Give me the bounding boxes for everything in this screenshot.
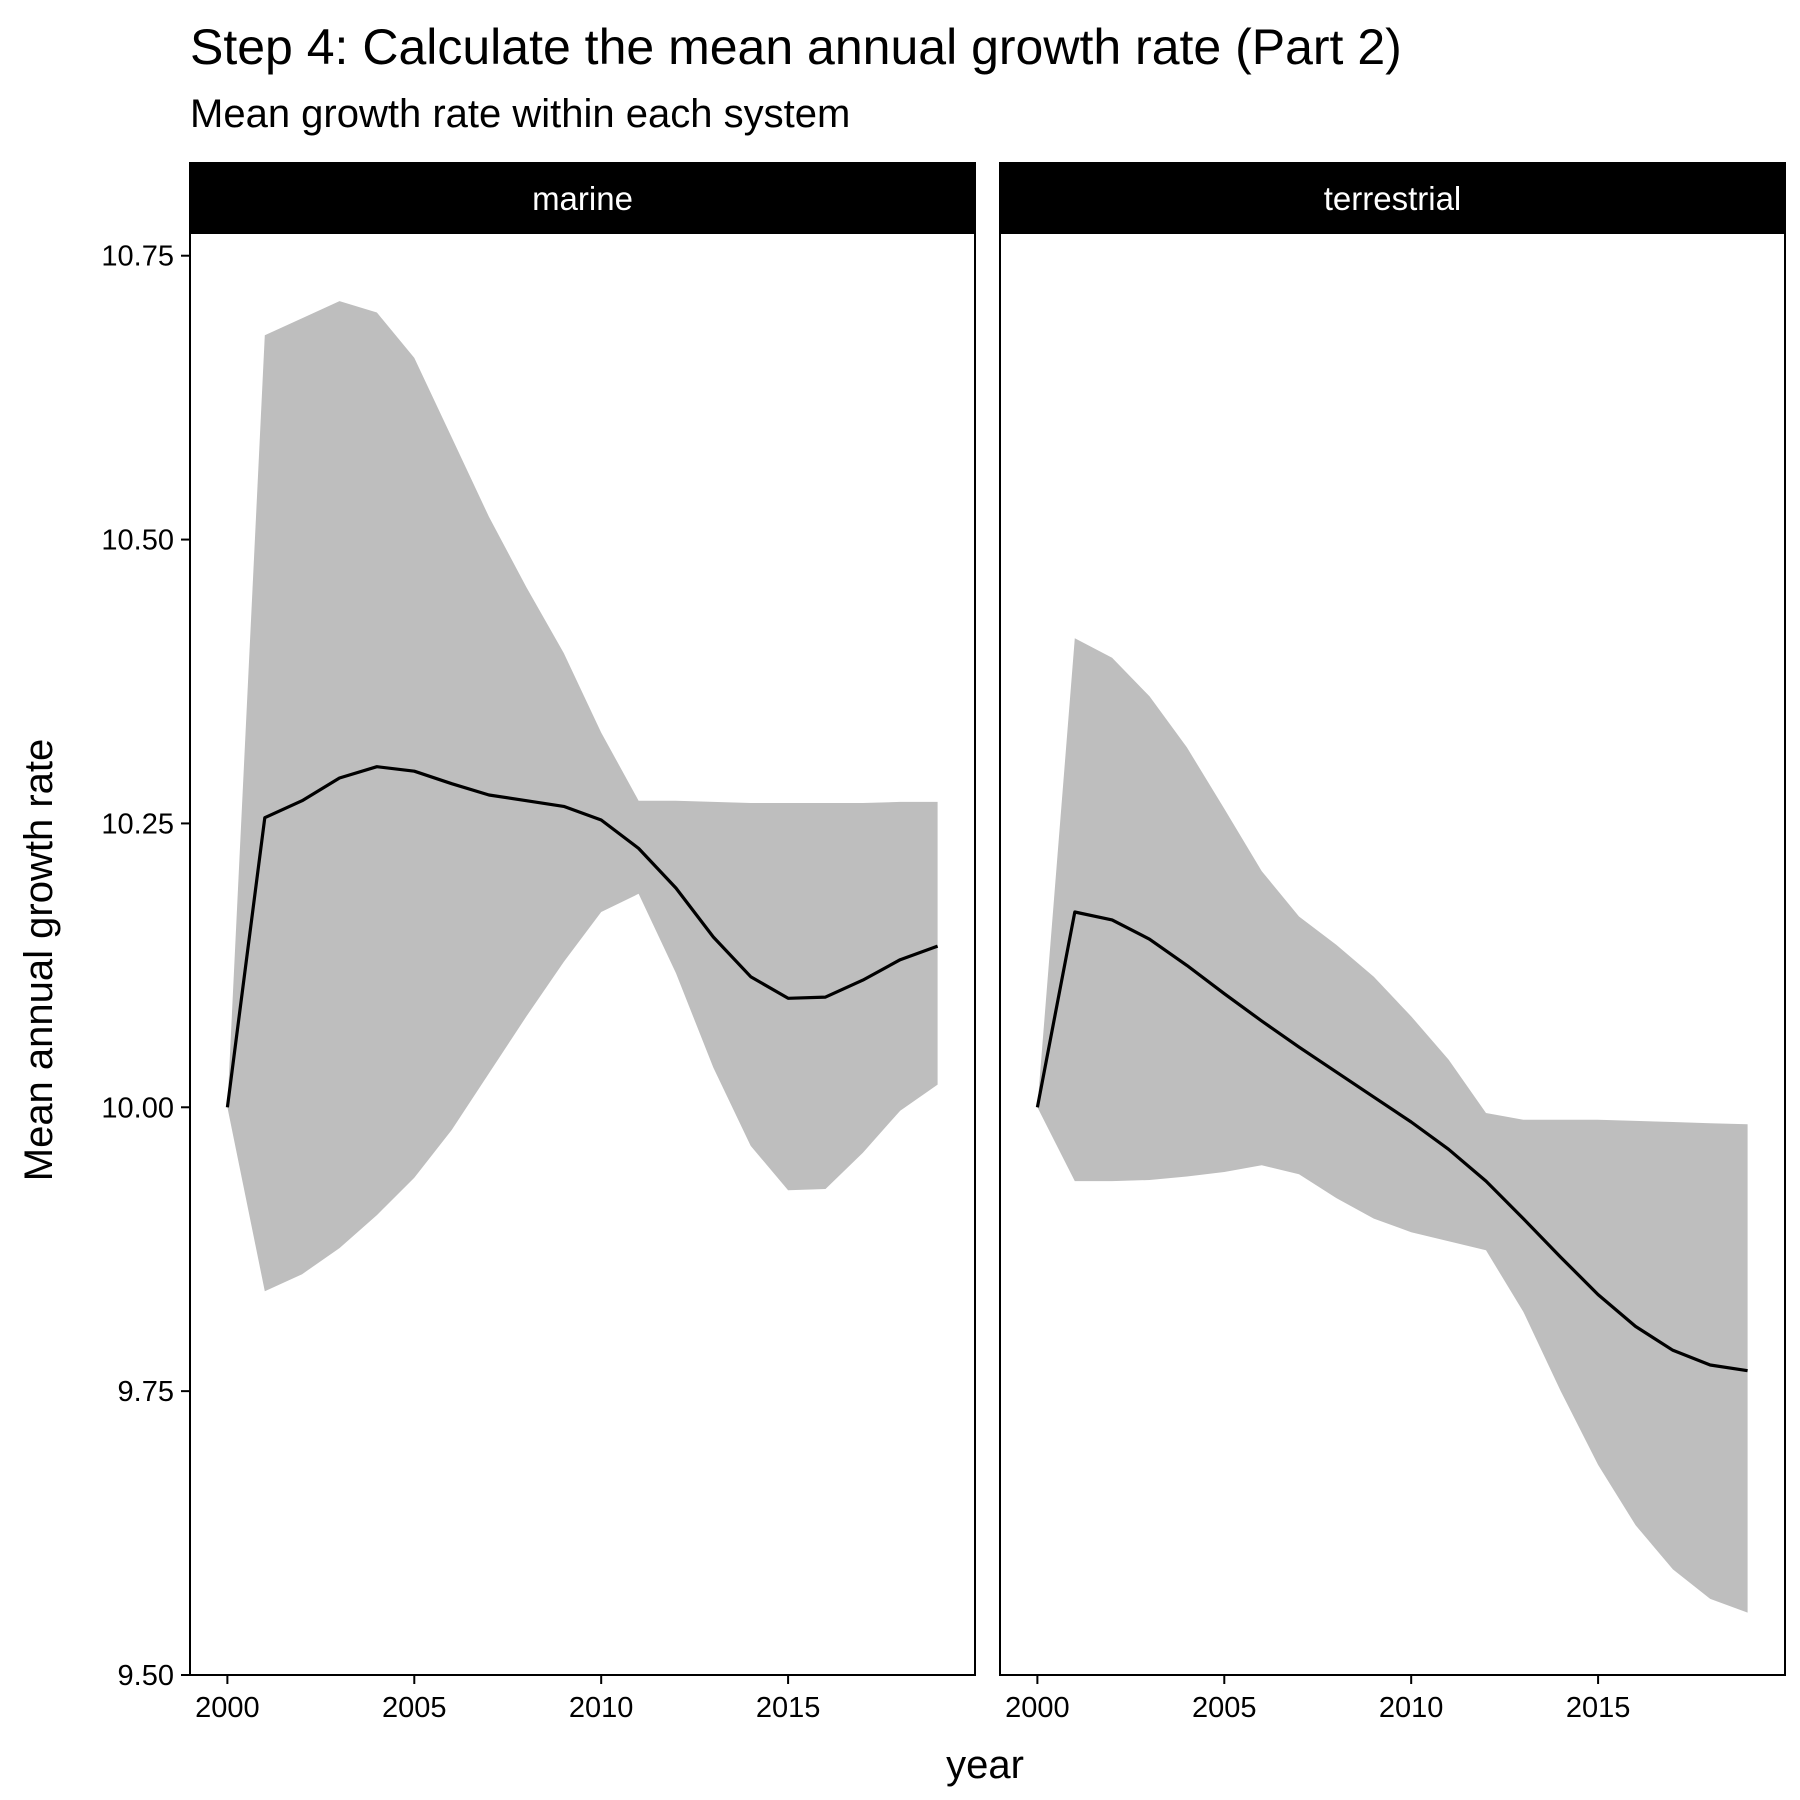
x-tick-label: 2000 [1005, 1692, 1070, 1724]
x-tick-label: 2010 [569, 1692, 634, 1724]
chart-subtitle: Mean growth rate within each system [190, 92, 851, 136]
strip-terrestrial [999, 162, 1786, 234]
y-axis-title: Mean annual growth rate [17, 739, 61, 1182]
panel-marine: marine 2000 2005 2010 2015 [189, 162, 976, 1724]
x-tick-label: 2010 [1379, 1692, 1444, 1724]
chart-title: Step 4: Calculate the mean annual growth… [190, 19, 1402, 75]
x-tick-label: 2000 [195, 1692, 260, 1724]
y-tick-label: 10.75 [101, 241, 174, 273]
panel-terrestrial: terrestrial 2000 2005 2010 2015 [999, 162, 1786, 1724]
y-tick-label: 10.00 [101, 1092, 174, 1124]
y-tick-label: 9.75 [118, 1376, 174, 1408]
line-marine [225, 765, 939, 1108]
x-tick-label: 2015 [756, 1692, 821, 1724]
y-axis: 9.50 9.75 10.00 10.25 10.50 10.75 [101, 241, 190, 1692]
y-tick-label: 10.25 [101, 808, 174, 840]
x-axis-title: year [946, 1743, 1024, 1787]
strip-marine [189, 162, 976, 234]
x-tick-label: 2015 [1566, 1692, 1631, 1724]
x-tick-label: 2005 [1192, 1692, 1257, 1724]
line-terrestrial [1035, 910, 1748, 1373]
ribbon-terrestrial [1037, 638, 1748, 1613]
strip-label-marine: marine [532, 180, 633, 217]
ribbon-marine [227, 301, 938, 1292]
y-tick-label: 9.50 [118, 1660, 174, 1692]
y-tick-label: 10.50 [101, 525, 174, 557]
strip-label-terrestrial: terrestrial [1324, 180, 1462, 217]
x-tick-label: 2005 [382, 1692, 447, 1724]
